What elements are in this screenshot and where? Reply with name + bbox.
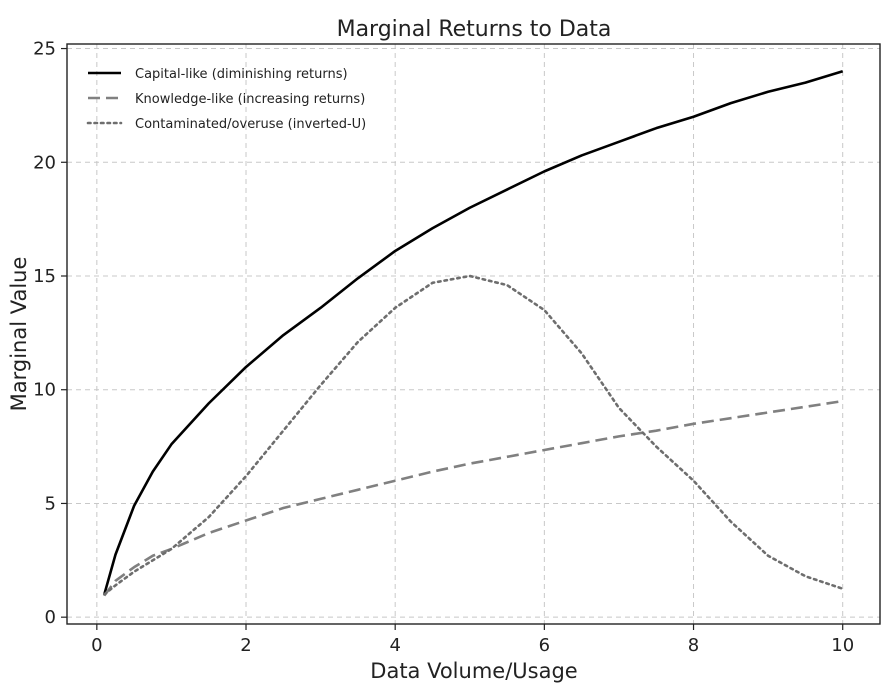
- x-tick-label: 2: [240, 635, 251, 656]
- legend-label-2: Knowledge-like (increasing returns): [135, 92, 365, 107]
- plot-frame: [66, 43, 881, 625]
- series-line-2: [103, 399, 843, 597]
- legend-label-3: Contaminated/overuse (inverted-U): [135, 117, 366, 132]
- series-line-3: [102, 274, 845, 596]
- y-tick-label: 5: [45, 493, 56, 514]
- x-tick-label: 0: [91, 635, 102, 656]
- legend: Capital-like (diminishing returns) Knowle…: [86, 67, 366, 132]
- x-tick-label: 4: [389, 635, 400, 656]
- x-tick-label: 8: [688, 635, 699, 656]
- x-tick-label: 10: [831, 635, 854, 656]
- y-tick-label: 15: [33, 266, 56, 287]
- y-tick-label: 25: [33, 39, 56, 60]
- y-tick-label: 20: [33, 152, 56, 173]
- chart-title: Marginal Returns to Data: [337, 17, 612, 42]
- y-tick-label: 0: [45, 607, 56, 628]
- y-axis-label: Marginal Value: [7, 257, 31, 412]
- series-line-1: [103, 70, 844, 595]
- legend-label-1: Capital-like (diminishing returns): [135, 67, 348, 82]
- y-tick-label: 10: [33, 380, 56, 401]
- series-layer: [102, 70, 845, 597]
- x-axis-label: Data Volume/Usage: [370, 659, 577, 683]
- x-tick-label: 6: [539, 635, 550, 656]
- axis-ticks: 0 2 4 6 8 10 0 5 10 15 20 25: [33, 39, 854, 656]
